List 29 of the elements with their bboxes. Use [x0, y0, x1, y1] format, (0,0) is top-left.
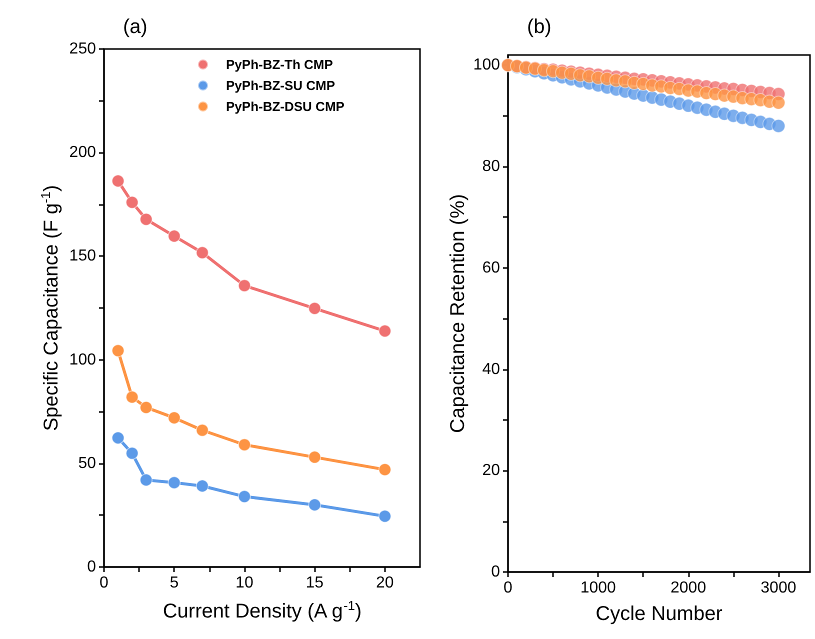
x-tick-label: 1000 [580, 580, 616, 596]
y-axis-title: Specific Capacitance (F g-1) [38, 184, 62, 432]
y-tick-label: 80 [482, 158, 500, 176]
x-tick-label: 3000 [760, 580, 796, 596]
x-tick-label: 20 [376, 574, 394, 592]
y-tick-label: 200 [69, 144, 96, 162]
y-tick-label: 100 [473, 56, 500, 74]
chart-title: (b) [527, 16, 552, 38]
x-axis-title: Cycle Number [596, 603, 723, 625]
x-tick-label: 2000 [670, 580, 706, 596]
y-tick-label: 60 [482, 259, 500, 276]
y-tick-label: 50 [78, 454, 96, 472]
y-tick-label: 250 [69, 40, 96, 58]
legend-label: PyPh-BZ-Th CMP [226, 57, 334, 72]
y-tick-label: 0 [87, 558, 96, 576]
legend-label: PyPh-BZ-DSU CMP [226, 99, 345, 114]
chart-title: (a) [123, 16, 148, 38]
y-tick-label: 100 [69, 351, 96, 368]
y-tick-label: 0 [491, 564, 500, 580]
x-tick-label: 0 [504, 580, 513, 596]
y-axis-title: Capacitance Retention (%) [447, 194, 469, 434]
y-tick-label: 20 [482, 462, 500, 480]
x-tick-label: 10 [236, 574, 254, 592]
legend-label: PyPh-BZ-SU CMP [226, 78, 336, 93]
x-tick-label: 15 [306, 574, 324, 592]
y-tick-label: 40 [482, 360, 500, 378]
y-tick-label: 150 [69, 248, 96, 265]
x-tick-label: 5 [170, 574, 179, 592]
x-tick-label: 0 [100, 574, 109, 592]
